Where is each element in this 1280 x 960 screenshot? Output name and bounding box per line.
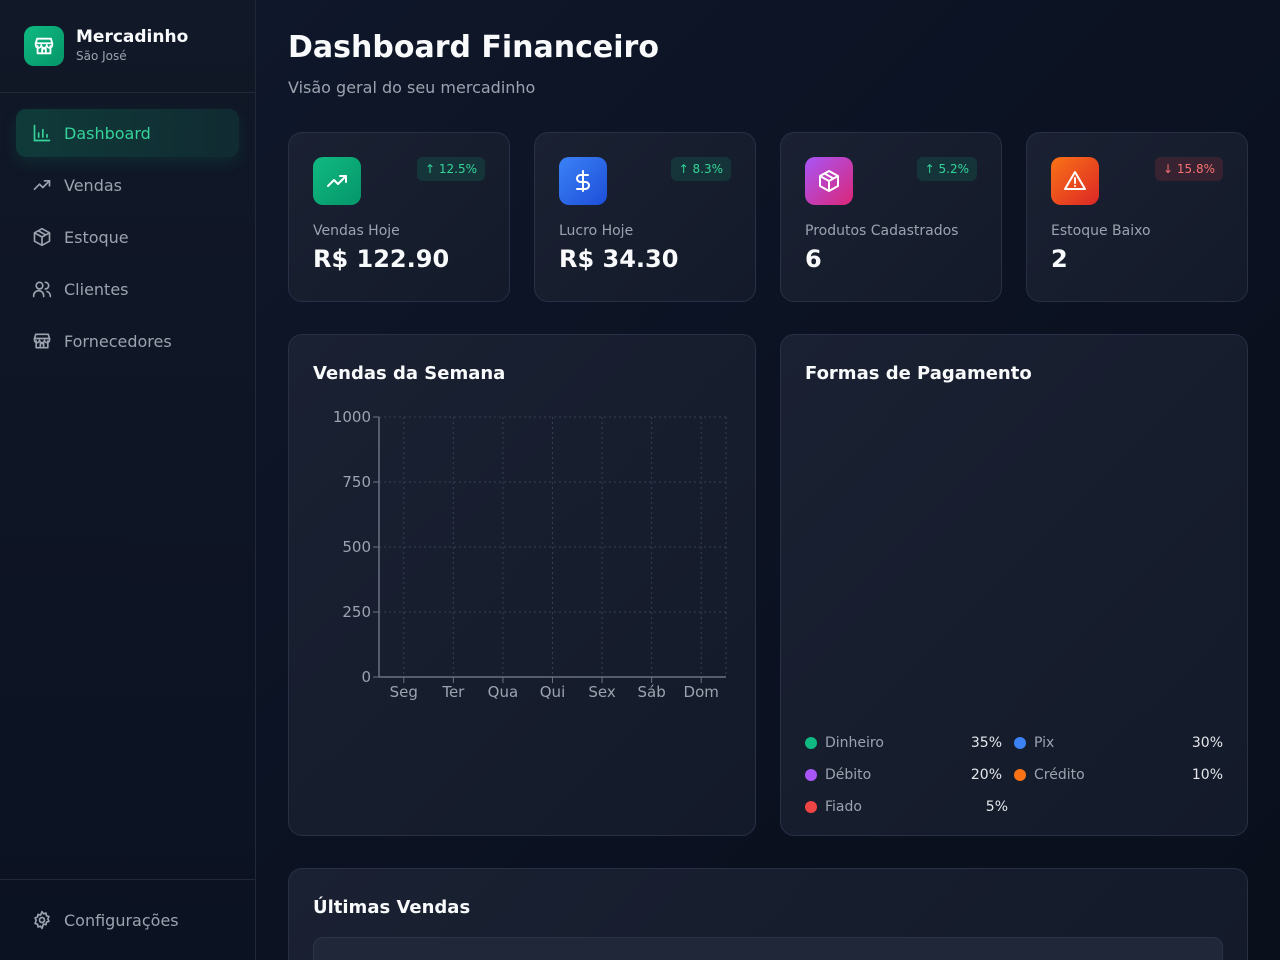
x-tick-label: Sex: [588, 683, 615, 701]
sidebar-item-label: Clientes: [64, 279, 129, 299]
payments-legend: Dinheiro 35% Pix 30% Débito 20% Crédito: [805, 727, 1223, 823]
gear-icon: [34, 910, 50, 930]
legend-dot: [805, 737, 817, 749]
brand-name: Mercadinho: [76, 27, 189, 47]
legend-dot: [805, 801, 817, 813]
stat-card-lucro-hoje: ↑ 8.3% Lucro Hoje R$ 34.30: [534, 132, 756, 302]
legend-item-dinheiro: Dinheiro 35%: [805, 735, 1014, 751]
legend-dot: [1014, 737, 1026, 749]
sidebar-item-dashboard[interactable]: Dashboard: [16, 109, 239, 157]
stat-value: 6: [805, 245, 822, 273]
legend-percent: 20%: [970, 767, 1002, 783]
package-icon: [805, 157, 853, 205]
y-tick-label: 1000: [333, 408, 371, 426]
sidebar-item-estoque[interactable]: Estoque: [16, 213, 239, 261]
sidebar: Mercadinho São José Dashboard Vendas Est…: [0, 0, 256, 960]
recent-sales-panel: Últimas Vendas: [288, 868, 1248, 960]
legend-label: Pix: [1034, 735, 1055, 751]
y-tick-label: 0: [361, 668, 371, 686]
brand: Mercadinho São José: [0, 0, 255, 93]
users-icon: [32, 281, 52, 298]
store-icon: [33, 333, 51, 349]
stat-card-vendas-hoje: ↑ 12.5% Vendas Hoje R$ 122.90: [288, 132, 510, 302]
trend-badge: ↓ 15.8%: [1155, 157, 1223, 181]
stat-value: R$ 34.30: [559, 245, 679, 273]
sales-chart: 0 250 500 750 1000 Seg Ter Qua Qui Sex Sáb Dom: [333, 408, 727, 701]
store-icon: [24, 26, 64, 66]
x-tick-label: Sáb: [638, 683, 666, 701]
sidebar-item-label: Vendas: [64, 175, 122, 195]
legend-label: Crédito: [1034, 767, 1085, 783]
legend-percent: 35%: [970, 735, 1002, 751]
sidebar-item-label: Configurações: [64, 910, 179, 930]
sidebar-item-fornecedores[interactable]: Fornecedores: [16, 317, 239, 365]
payments-panel: Formas de Pagamento Dinheiro 35% Pix 30%…: [780, 334, 1248, 836]
stat-value: 2: [1051, 245, 1068, 273]
sidebar-footer: Configurações: [0, 879, 255, 960]
x-tick-label: Dom: [684, 683, 719, 701]
legend-dot: [1014, 769, 1026, 781]
trending-up-icon: [33, 180, 51, 190]
x-tick-label: Qui: [540, 683, 565, 701]
y-tick-label: 250: [342, 603, 371, 621]
stat-card-estoque-baixo: ↓ 15.8% Estoque Baixo 2: [1026, 132, 1248, 302]
sidebar-nav: Dashboard Vendas Estoque Clientes Fornec…: [0, 93, 255, 385]
legend-label: Débito: [825, 767, 872, 783]
y-tick-label: 750: [342, 473, 371, 491]
legend-item-credito: Crédito 10%: [1014, 767, 1223, 783]
trend-badge: ↑ 12.5%: [417, 157, 485, 181]
legend-percent: 30%: [1191, 735, 1223, 751]
trend-badge: ↑ 5.2%: [916, 157, 977, 181]
legend-item-pix: Pix 30%: [1014, 735, 1223, 751]
bar-chart-icon: [33, 124, 51, 142]
brand-subtitle: São José: [76, 49, 127, 63]
stat-label: Estoque Baixo: [1051, 223, 1151, 239]
legend-label: Dinheiro: [825, 735, 884, 751]
sidebar-item-configuracoes[interactable]: Configurações: [16, 896, 239, 944]
trend-badge: ↑ 8.3%: [670, 157, 731, 181]
legend-dot: [805, 769, 817, 781]
x-tick-label: Ter: [441, 683, 465, 701]
page-subtitle: Visão geral do seu mercadinho: [288, 78, 536, 97]
page-title: Dashboard Financeiro: [288, 30, 659, 65]
legend-percent: 5%: [985, 799, 1008, 815]
legend-percent: 10%: [1191, 767, 1223, 783]
list-item[interactable]: [313, 937, 1223, 960]
stat-value: R$ 122.90: [313, 245, 450, 273]
dollar-icon: [559, 157, 607, 205]
main-content: Dashboard Financeiro Visão geral do seu …: [256, 0, 1280, 960]
legend-item-fiado: Fiado 5%: [805, 799, 1020, 815]
sidebar-item-vendas[interactable]: Vendas: [16, 161, 239, 209]
x-tick-label: Qua: [488, 683, 519, 701]
stat-label: Lucro Hoje: [559, 223, 634, 239]
sidebar-item-label: Fornecedores: [64, 331, 172, 351]
package-icon: [33, 227, 51, 247]
stat-card-produtos: ↑ 5.2% Produtos Cadastrados 6: [780, 132, 1002, 302]
sidebar-item-label: Estoque: [64, 227, 129, 247]
legend-label: Fiado: [825, 799, 862, 815]
trending-up-icon: [313, 157, 361, 205]
stat-label: Vendas Hoje: [313, 223, 400, 239]
warning-icon: [1051, 157, 1099, 205]
sidebar-item-clientes[interactable]: Clientes: [16, 265, 239, 313]
stat-label: Produtos Cadastrados: [805, 223, 959, 239]
x-tick-label: Seg: [390, 683, 418, 701]
legend-item-debito: Débito 20%: [805, 767, 1014, 783]
sales-chart-panel: Vendas da Semana 0 250 500 750 1000 Seg Ter Qua…: [288, 334, 756, 836]
chart-title: Vendas da Semana: [313, 363, 506, 384]
y-tick-label: 500: [342, 538, 371, 556]
payments-title: Formas de Pagamento: [805, 363, 1032, 384]
recent-sales-title: Últimas Vendas: [313, 897, 471, 918]
sidebar-item-label: Dashboard: [64, 123, 151, 143]
